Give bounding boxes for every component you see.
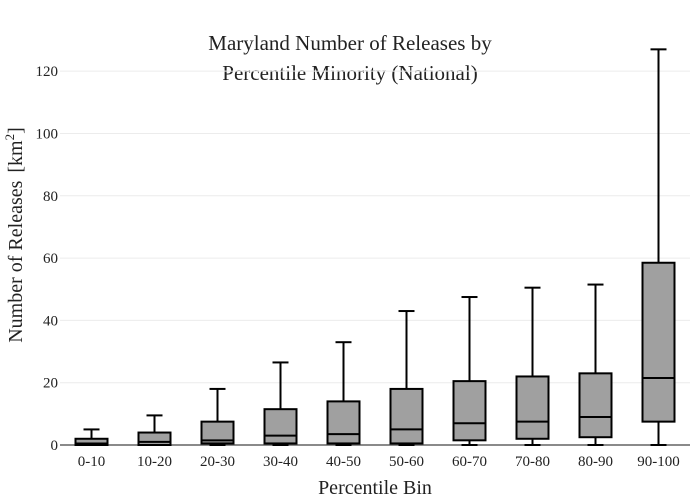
box-30-40 <box>263 361 298 446</box>
x-axis-ticks: 0-10 10-20 20-30 30-40 40-50 50-60 60-70 70-80 8… <box>78 454 680 470</box>
iqr-box <box>200 420 235 445</box>
box-0-10 <box>74 428 109 446</box>
iqr-box <box>515 375 550 440</box>
iqr-box <box>578 372 613 439</box>
y-axis-title: Number of Releases [km2] <box>2 127 27 343</box>
x-tick-label: 70-80 <box>515 454 550 470</box>
iqr-box <box>137 431 172 446</box>
x-tick-label: 10-20 <box>137 454 172 470</box>
iqr-box <box>389 387 424 445</box>
iqr-box <box>74 437 109 446</box>
gridlines <box>60 70 690 446</box>
box-40-50 <box>326 341 361 446</box>
y-tick-label: 0 <box>51 438 59 454</box>
y-tick-label: 60 <box>43 251 58 267</box>
x-tick-label: 0-10 <box>78 454 106 470</box>
y-tick-label: 40 <box>43 313 58 329</box>
iqr-box <box>641 261 676 423</box>
chart-title-line-2: Percentile Minority (National) <box>222 61 477 85</box>
x-tick-label: 20-30 <box>200 454 235 470</box>
iqr-box <box>263 408 298 445</box>
y-tick-label: 120 <box>36 64 59 80</box>
box-50-60 <box>389 310 424 446</box>
box-20-30 <box>200 387 235 446</box>
box-10-20 <box>137 414 172 446</box>
y-tick-label: 100 <box>36 126 59 142</box>
y-tick-label: 80 <box>43 189 58 205</box>
y-tick-label: 20 <box>43 376 58 392</box>
x-tick-label: 90-100 <box>637 454 680 470</box>
x-tick-label: 80-90 <box>578 454 613 470</box>
y-axis-unit-exponent: 2 <box>2 134 17 141</box>
x-axis-title: Percentile Bin <box>318 477 432 499</box>
box-90-100 <box>641 48 676 446</box>
box-60-70 <box>452 296 487 446</box>
iqr-box <box>452 380 487 442</box>
box-70-80 <box>515 286 550 446</box>
x-tick-label: 60-70 <box>452 454 487 470</box>
x-tick-label: 40-50 <box>326 454 361 470</box>
chart-title-line-1: Maryland Number of Releases by <box>208 31 492 55</box>
x-tick-label: 50-60 <box>389 454 424 470</box>
box-80-90 <box>578 283 613 446</box>
iqr-box <box>326 400 361 445</box>
x-tick-label: 30-40 <box>263 454 298 470</box>
y-axis-ticks: 0 20 40 60 80 100 120 <box>36 64 59 454</box>
boxes <box>74 48 676 446</box>
y-axis-unit-base: [km <box>5 140 27 173</box>
y-axis-title-text: Number of Releases <box>5 180 27 342</box>
y-axis-unit-close: ] <box>5 127 27 134</box>
